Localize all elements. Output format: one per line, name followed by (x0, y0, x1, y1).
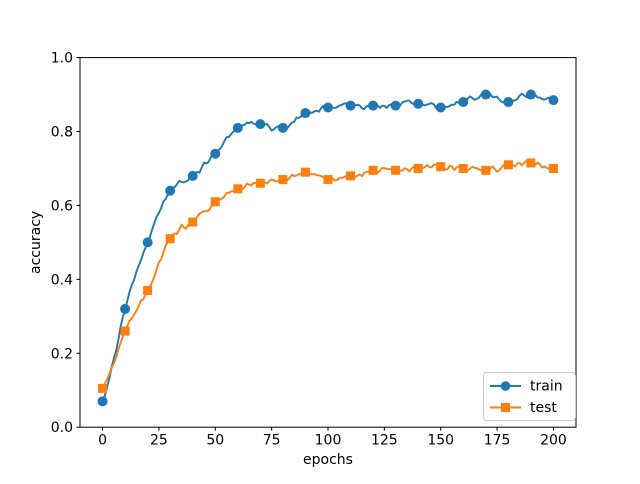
train-marker-point (480, 89, 491, 100)
y-axis-label: accuracy (28, 211, 44, 274)
test-marker-point (120, 326, 130, 336)
x-tick-label: 0 (98, 433, 107, 449)
legend: train test (483, 372, 576, 421)
train-marker-point (142, 237, 153, 248)
train-marker-point (232, 122, 243, 133)
test-marker-point (233, 184, 243, 194)
y-tick-label: 0.0 (51, 420, 73, 436)
train-marker-point (503, 96, 514, 107)
test-marker-point (503, 160, 513, 170)
train-marker-point (187, 170, 198, 181)
test-marker-point (346, 171, 356, 181)
test-marker-point (548, 163, 558, 173)
legend-item-test: test (490, 400, 557, 416)
test-marker-point (210, 197, 220, 207)
train-marker-icon (500, 381, 511, 391)
train-marker-point (368, 100, 379, 111)
x-tick-label: 125 (371, 433, 398, 449)
y-tick-label: 0.4 (51, 272, 73, 288)
train-markers (97, 89, 559, 407)
test-marker-point (436, 162, 446, 172)
train-marker-point (435, 102, 446, 113)
test-marker-point (368, 165, 378, 175)
test-marker-point (165, 234, 175, 244)
legend-label-train: train (530, 379, 563, 395)
train-marker-point (458, 96, 469, 107)
y-tick-label: 0.6 (51, 198, 73, 214)
y-tick-label: 1.0 (51, 51, 73, 67)
legend-item-train: train (490, 379, 563, 395)
x-axis-label: epochs (303, 452, 353, 468)
train-marker-point (300, 108, 311, 119)
test-marker-point (391, 165, 401, 175)
x-tick-label: 50 (206, 433, 224, 449)
train-marker-point (525, 89, 536, 100)
data-series (97, 89, 559, 407)
test-marker-point (255, 178, 265, 188)
test-marker-point (278, 175, 288, 185)
test-marker-point (188, 217, 198, 227)
test-marker-point (413, 163, 423, 173)
train-marker-point (345, 100, 356, 111)
train-line (101, 92, 555, 403)
test-marker-point (143, 285, 153, 295)
y-tick-label: 0.2 (51, 346, 73, 362)
x-tick-label: 100 (315, 433, 342, 449)
axes: 0 25 50 75 100 125 150 175 200 0.0 0.2 0.4 0.6 0.8 1.0 (51, 51, 577, 449)
train-marker-point (390, 100, 401, 111)
test-marker-point (300, 167, 310, 177)
train-marker-point (413, 98, 424, 109)
train-marker-point (210, 148, 221, 159)
y-tick-label: 0.8 (51, 125, 73, 141)
train-marker-point (255, 119, 266, 130)
test-marker-point (323, 175, 333, 185)
train-marker-point (120, 303, 131, 314)
train-marker-point (165, 185, 176, 196)
train-marker-point (323, 102, 333, 113)
test-markers (98, 158, 558, 393)
test-marker-point (458, 163, 468, 173)
x-tick-label: 25 (150, 433, 168, 449)
x-tick-label: 150 (427, 433, 454, 449)
train-marker-point (277, 122, 288, 133)
x-tick-label: 200 (540, 433, 567, 449)
test-marker-point (98, 383, 108, 393)
test-marker-icon (501, 403, 510, 412)
test-marker-point (526, 158, 536, 168)
x-tick-label: 75 (263, 433, 281, 449)
train-marker-point (548, 95, 559, 106)
train-marker-point (97, 396, 108, 407)
x-tick-label: 175 (484, 433, 511, 449)
legend-label-test: test (530, 400, 557, 416)
test-marker-point (481, 165, 491, 175)
plot-area (79, 57, 577, 428)
